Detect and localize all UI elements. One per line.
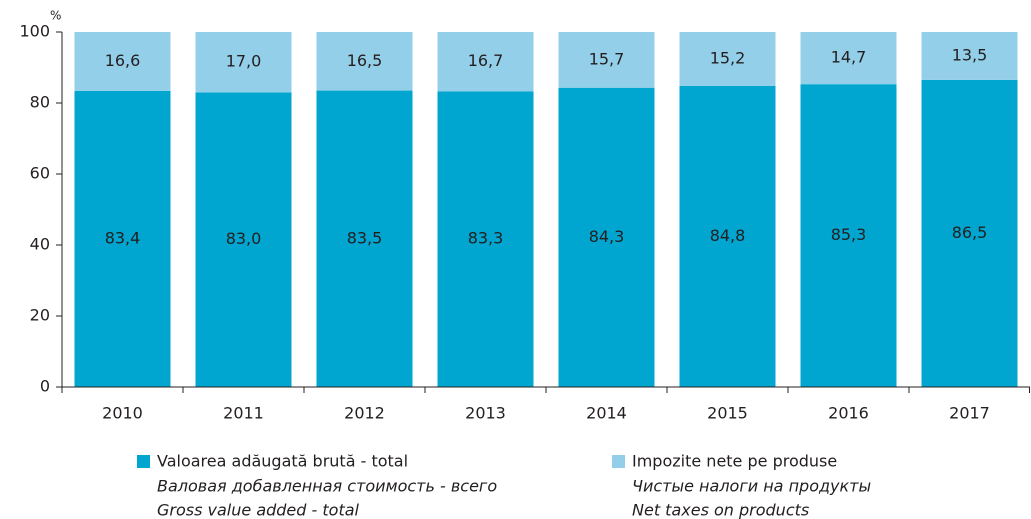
x-tick-label: 2011 [223,404,264,423]
data-label: 83,4 [105,228,141,247]
bar-segment [195,92,292,387]
bar-segment [74,90,171,388]
x-tick-label: 2017 [949,404,990,423]
legend-label: Чистые налоги на продукты [632,477,871,496]
x-tick-label: 2015 [707,404,748,423]
legend-swatch [612,455,625,468]
bar-segment [921,79,1018,388]
legend-label: Валовая добавленная стоимость - всего [157,477,497,496]
data-label: 85,3 [831,225,867,244]
legend-label: Impozite nete pe produse [632,452,837,471]
y-tick-label: 20 [30,306,50,325]
bar-segment [316,32,413,91]
bar-segment [437,91,534,387]
bar-segment [921,32,1018,80]
bar-segment [74,32,171,91]
data-label: 83,0 [226,229,262,248]
y-tick-label: 60 [30,164,50,183]
legend-swatch [137,455,150,468]
bar-segment [679,85,776,388]
data-label: 15,2 [710,48,746,67]
data-label: 16,6 [105,51,141,70]
legend-label: Net taxes on products [632,501,809,519]
bar-segment [195,32,292,93]
data-label: 16,7 [468,51,504,70]
y-tick-label: 0 [40,377,50,396]
y-tick-label: 40 [30,235,50,254]
legend-label: Valoarea adăugată brută - total [157,452,408,471]
bar-segment [679,32,776,86]
data-label: 15,7 [589,49,625,68]
bar-segment [558,87,655,388]
bar-segment [558,32,655,88]
y-unit: % [50,9,61,23]
data-label: 83,5 [347,228,383,247]
data-label: 84,8 [710,226,746,245]
data-label: 17,0 [226,52,262,71]
bar-segment [316,90,413,387]
bar-segment [437,32,534,92]
data-label: 84,3 [589,227,625,246]
data-label: 83,3 [468,229,504,248]
x-tick-label: 2010 [102,404,143,423]
data-label: 13,5 [952,45,988,64]
x-tick-label: 2014 [586,404,627,423]
x-tick-label: 2016 [828,404,869,423]
x-tick-label: 2012 [344,404,385,423]
y-tick-label: 80 [30,93,50,112]
bar-segment [800,32,897,85]
data-label: 14,7 [831,48,867,67]
bar-segment [800,84,897,387]
data-label: 16,5 [347,51,383,70]
data-label: 86,5 [952,223,988,242]
y-tick-label: 100 [19,22,50,41]
x-tick-label: 2013 [465,404,506,423]
legend-label: Gross value added - total [157,501,360,519]
